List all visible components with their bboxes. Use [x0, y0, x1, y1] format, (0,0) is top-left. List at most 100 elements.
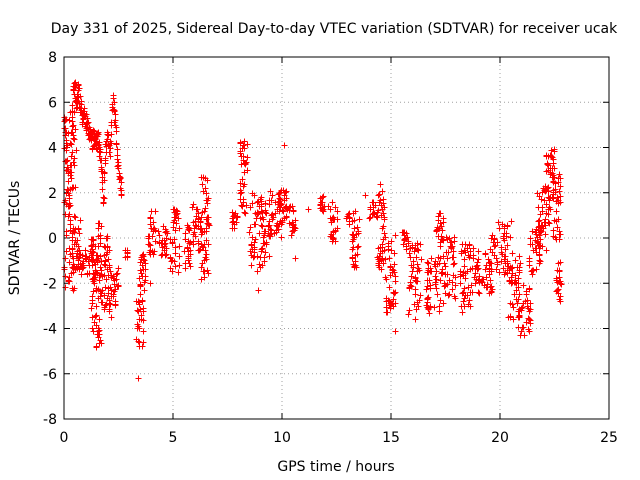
data-point: [147, 242, 154, 249]
y-tick-label: 4: [48, 141, 57, 157]
data-point: [141, 287, 148, 294]
data-point: [66, 211, 73, 218]
data-point: [182, 265, 189, 272]
data-point: [94, 270, 101, 277]
data-point: [545, 219, 552, 226]
data-point: [413, 278, 420, 285]
data-point: [65, 190, 72, 197]
data-point: [135, 375, 142, 382]
data-point: [492, 242, 499, 249]
data-point: [433, 285, 440, 292]
data-point: [176, 225, 183, 232]
data-point: [195, 215, 202, 222]
x-tick-label: 20: [491, 430, 509, 446]
data-point: [69, 129, 76, 136]
data-point: [93, 312, 100, 319]
data-point: [203, 197, 210, 204]
data-point: [142, 266, 149, 273]
data-point: [409, 242, 416, 249]
data-point: [148, 225, 155, 232]
data-point: [414, 240, 421, 247]
data-point: [141, 279, 148, 286]
data-point: [122, 254, 129, 261]
data-point: [424, 296, 431, 303]
data-point: [474, 262, 481, 269]
data-point: [384, 309, 391, 316]
data-point: [442, 271, 449, 278]
data-point: [517, 260, 524, 267]
data-point: [237, 139, 244, 146]
data-point: [89, 293, 96, 300]
data-point: [70, 135, 77, 142]
data-point: [544, 161, 551, 168]
data-point: [470, 252, 477, 259]
data-point: [423, 286, 430, 293]
data-point: [501, 237, 508, 244]
data-point: [193, 206, 200, 213]
data-point: [65, 178, 72, 185]
data-point: [67, 172, 74, 179]
data-point: [136, 343, 143, 350]
data-point: [265, 222, 272, 229]
data-point: [537, 258, 544, 265]
data-point: [83, 125, 90, 132]
data-point: [527, 300, 534, 307]
data-point: [408, 283, 415, 290]
data-point: [97, 293, 104, 300]
data-point: [256, 261, 263, 268]
data-point: [72, 184, 79, 191]
y-tick-label: -4: [43, 322, 57, 338]
data-point: [433, 276, 440, 283]
data-point: [237, 150, 244, 157]
data-point: [170, 224, 177, 231]
data-point: [548, 147, 555, 154]
data-point: [388, 247, 395, 254]
data-point: [202, 205, 209, 212]
data-point: [442, 263, 449, 270]
data-point: [204, 177, 211, 184]
data-point: [391, 261, 398, 268]
data-point: [551, 174, 558, 181]
data-point: [288, 232, 295, 239]
data-point: [523, 319, 530, 326]
data-point: [108, 314, 115, 321]
data-point: [65, 278, 72, 285]
data-point: [262, 200, 269, 207]
data-point: [387, 272, 394, 279]
data-point: [244, 167, 251, 174]
data-point: [537, 236, 544, 243]
data-point: [451, 293, 458, 300]
data-point: [401, 232, 408, 239]
data-point: [476, 273, 483, 280]
data-point: [198, 264, 205, 271]
data-point: [330, 235, 337, 242]
data-point: [516, 253, 523, 260]
data-point: [446, 277, 453, 284]
data-point: [332, 227, 339, 234]
data-point: [71, 83, 78, 90]
data-point: [450, 248, 457, 255]
data-point: [556, 171, 563, 178]
data-point: [468, 282, 475, 289]
data-point: [405, 238, 412, 245]
data-point: [101, 292, 108, 299]
data-point: [67, 217, 74, 224]
data-point: [106, 149, 113, 156]
data-point: [137, 306, 144, 313]
data-point: [263, 210, 270, 217]
data-point: [273, 229, 280, 236]
data-point: [230, 213, 237, 220]
data-point: [95, 334, 102, 341]
data-point: [71, 229, 78, 236]
data-point: [383, 295, 390, 302]
data-point: [283, 188, 290, 195]
data-point: [108, 131, 115, 138]
data-point: [508, 218, 515, 225]
data-point: [529, 267, 536, 274]
data-point: [527, 235, 534, 242]
data-point: [62, 284, 69, 291]
data-point: [75, 243, 82, 250]
data-point: [515, 296, 522, 303]
data-point: [136, 325, 143, 332]
data-point: [508, 265, 515, 272]
